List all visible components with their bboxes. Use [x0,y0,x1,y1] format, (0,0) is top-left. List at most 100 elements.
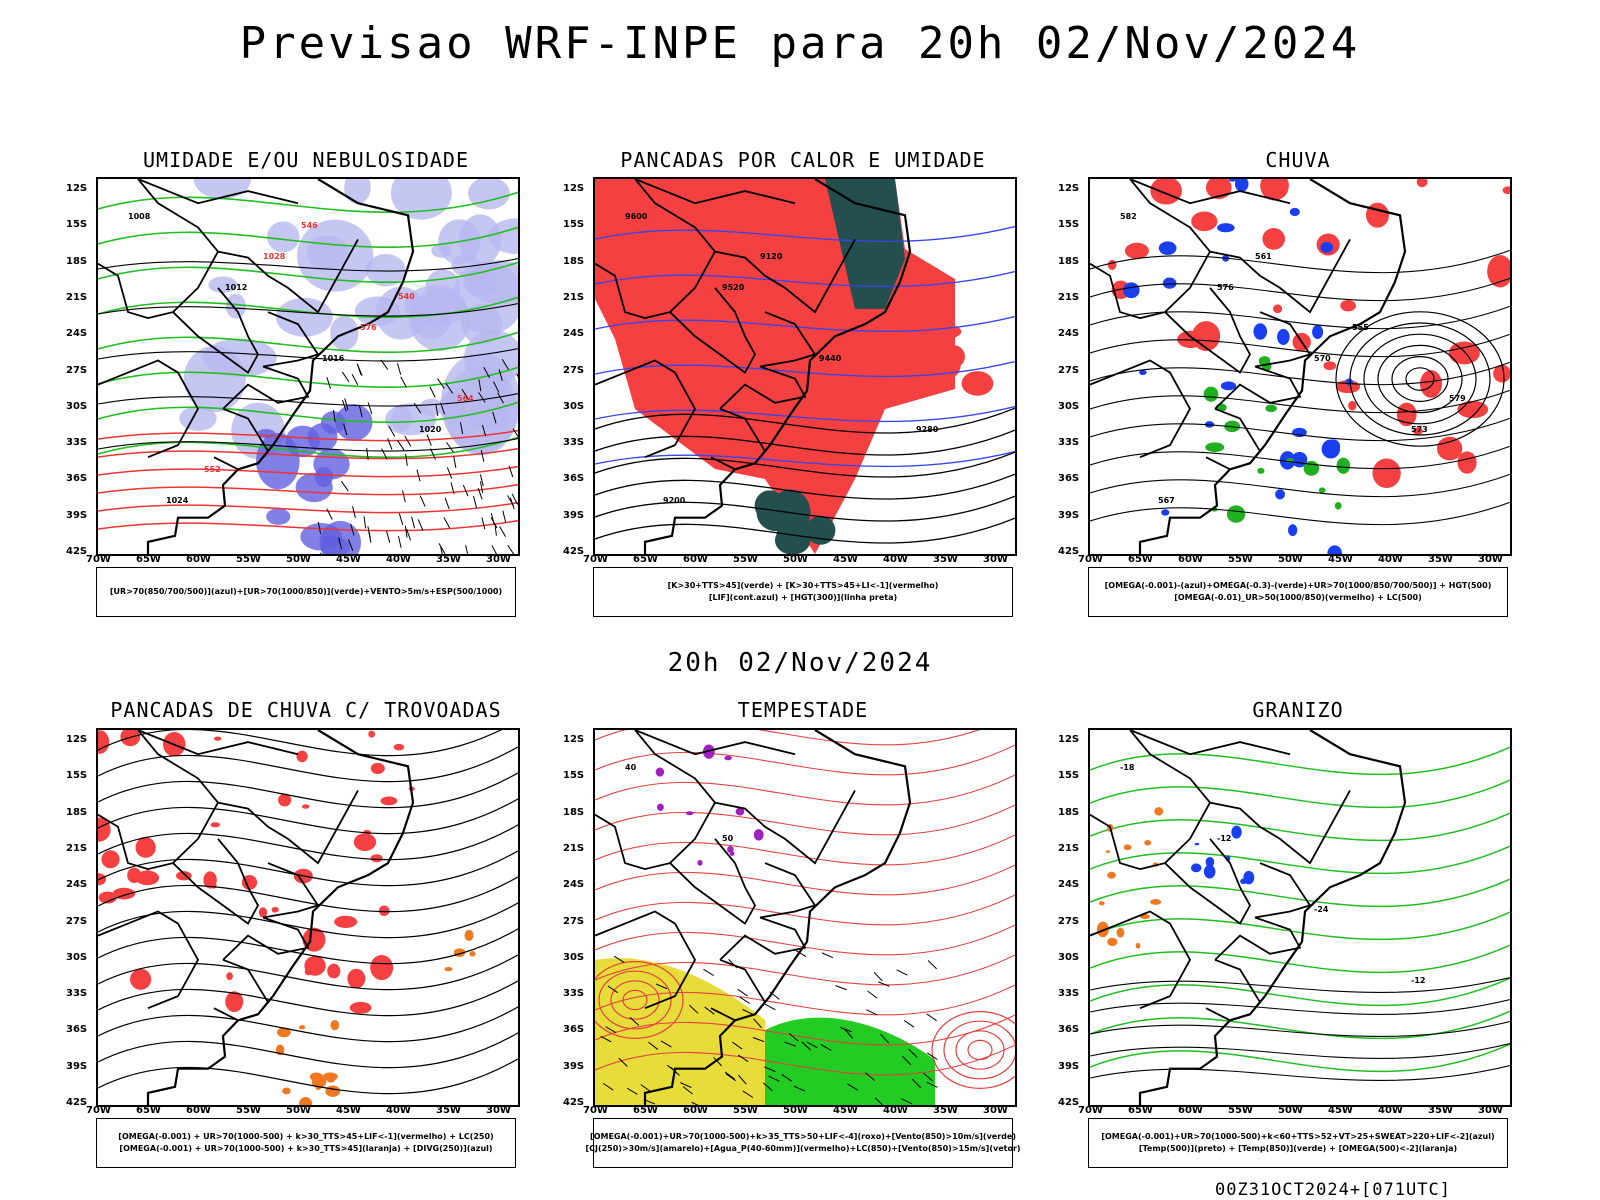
lat-tick-label: 42S [66,1097,88,1108]
wind-vector [326,508,333,520]
lon-tick-label: 45W [1328,554,1353,565]
field-blob [98,873,107,886]
wind-vector [844,1029,854,1039]
map-panel: 582 576 570 573 567 561 555 579 [1088,177,1512,556]
legend-line: [OMEGA(-0.001)+UR>70(1000-500)+k<60+TTS>… [1101,1132,1495,1141]
border-line [759,311,817,368]
contour-line [595,834,1015,866]
lat-tick-label: 18S [1058,255,1080,267]
contour-line [1090,998,1510,1015]
wind-vector [396,439,405,451]
wind-vector [927,960,938,970]
wind-vector [847,1083,858,1091]
field-blob [1123,844,1132,851]
border-line [262,862,320,919]
border-line [634,730,796,756]
field-blob [1326,439,1341,454]
lat-tick-label: 24S [1058,879,1080,891]
contour-line [1090,361,1510,386]
lon-tick-label: 40W [1378,554,1403,565]
contour-label: 1024 [166,496,189,505]
border-line [217,790,359,865]
contour-line [595,429,1015,456]
lat-tick-label: 24S [563,328,585,340]
border-line [759,862,817,919]
lon-tick-label: 50W [1278,554,1303,565]
field-blob [1096,921,1109,938]
wind-vector [398,513,404,526]
lat-tick-label: 12S [66,183,88,195]
contour-line [98,226,518,248]
lat-tick-label: 21S [563,291,585,303]
wind-vector [784,1041,797,1047]
panel-title: PANCADAS POR CALOR E UMIDADE [620,148,986,172]
field-blob [461,303,503,345]
field-blob [1107,871,1116,879]
field-blob [425,269,461,307]
field-blob [370,854,383,863]
field-blob [271,906,279,913]
wind-vector [508,465,514,478]
panel-title: GRANIZO [1252,698,1344,722]
contour-line [595,1044,1015,1076]
lat-tick-label: 39S [66,1060,88,1072]
lon-tick-label: 70W [86,1105,111,1116]
field-blob [1203,864,1216,879]
wind-vector [640,1084,651,1092]
lon-tick-label: 60W [186,554,211,565]
contour-label: 9200 [663,496,686,505]
lon-tick-label: 70W [86,554,111,565]
lon-tick-label: 35W [436,554,461,565]
lon-tick-label: 65W [1128,554,1153,565]
lon-tick-label: 35W [933,1105,958,1116]
lat-tick-label: 24S [66,328,88,340]
contour-line [98,1005,518,1043]
field-blob [656,803,664,811]
contour-label: 1008 [128,212,151,221]
field-blob [127,867,142,884]
field-blob [776,522,814,546]
lon-tick-label: 60W [1178,554,1203,565]
field-blob [1323,361,1337,371]
lat-tick-label: 21S [66,842,88,854]
contour-line [595,804,1015,836]
field-blob [353,833,377,852]
border-line [222,365,310,410]
field-blob [467,179,510,210]
lon-tick-label: 45W [833,1105,858,1116]
lat-tick-label: 15S [563,219,585,231]
map-panel: 1008 1012 1016 1020 1024 1028 576 564 552 546 540 [96,177,520,556]
field-blob [309,1072,323,1081]
panel-title: CHUVA [1265,148,1331,172]
wind-vector [387,438,393,450]
border-line [172,287,260,374]
wind-vector [724,1071,736,1080]
field-blob [685,811,694,816]
field-blob [444,966,453,972]
contour-label: -18 [1120,763,1135,772]
field-blob [1107,259,1117,271]
legend-line: [OMEGA(-0.001)+UR>70(1000-500)+k>35_TTS>… [590,1132,1016,1141]
wind-vector [655,983,668,990]
field-blob [1416,179,1428,188]
field-blob [1124,242,1149,260]
lon-tick-label: 65W [136,554,161,565]
lon-tick-label: 45W [833,554,858,565]
lat-tick-label: 18S [563,806,585,818]
field-blob [1234,179,1249,192]
lat-tick-label: 42S [563,546,585,557]
lat-tick-label: 30S [1058,951,1080,963]
contour-line [98,436,518,458]
wind-vector [416,469,421,482]
contour-label: 40 [625,763,637,772]
lon-tick-label: 35W [1428,1105,1453,1116]
lon-tick-label: 65W [1128,1105,1153,1116]
contour-line [98,331,518,353]
field-blob [203,871,217,889]
field-blob [729,851,735,856]
wind-vector [492,411,497,424]
field-blob [1412,427,1423,435]
field-blob [299,1097,313,1105]
coastline [1138,179,1407,554]
legend-line: [OMEGA(-0.001)-(azul)+OMEGA(-0.3)-(verde… [1104,581,1492,590]
